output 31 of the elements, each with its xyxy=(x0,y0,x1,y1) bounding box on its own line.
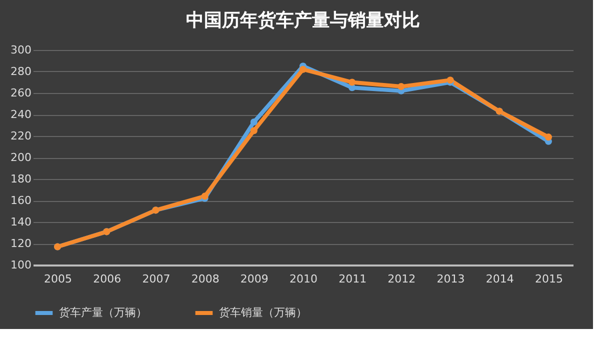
point xyxy=(250,118,258,126)
legend-label: 货车销量（万辆） xyxy=(219,306,307,319)
x-tick-label: 2008 xyxy=(191,272,220,286)
x-tick-label: 2006 xyxy=(93,272,122,286)
y-tick-label: 240 xyxy=(10,108,32,121)
y-tick-label: 120 xyxy=(10,237,32,250)
y-tick-label: 180 xyxy=(10,172,32,186)
x-tick-label: 2010 xyxy=(290,272,318,286)
y-tick-label: 300 xyxy=(10,44,32,56)
x-tick-label: 2012 xyxy=(388,272,416,286)
y-tick-label: 140 xyxy=(10,216,32,228)
y-tick-label: 220 xyxy=(10,130,32,142)
y-tick-label: 200 xyxy=(10,151,32,164)
legend-label: 货车产量（万辆） xyxy=(59,306,147,319)
point xyxy=(348,78,356,86)
x-tick-label: 2015 xyxy=(534,272,563,286)
x-tick-label: 2011 xyxy=(338,272,367,286)
x-tick-label: 2005 xyxy=(44,272,72,286)
y-tick-label: 280 xyxy=(10,65,32,78)
chart-title: 中国历年货车产量与销量对比 xyxy=(186,10,420,31)
point xyxy=(299,66,307,73)
x-tick-label: 2014 xyxy=(486,272,514,286)
x-tick-label: 2013 xyxy=(436,272,465,286)
y-tick-label: 160 xyxy=(10,194,32,207)
y-tick-label: 100 xyxy=(10,258,32,272)
point xyxy=(398,83,405,90)
point xyxy=(250,127,258,134)
point xyxy=(544,134,552,141)
x-tick-label: 2009 xyxy=(240,272,268,286)
y-tick-label: 260 xyxy=(10,86,32,100)
x-tick-label: 2007 xyxy=(142,272,170,286)
